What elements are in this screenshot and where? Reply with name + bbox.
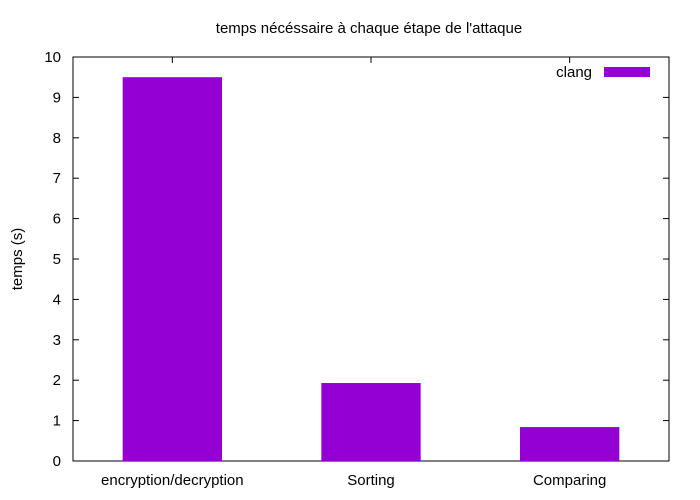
y-tick-label: 10 xyxy=(44,49,61,66)
x-tick-label: Comparing xyxy=(533,472,606,489)
x-axis-ticks: encryption/decryption Sorting Comparing xyxy=(101,57,606,489)
y-tick-label: 5 xyxy=(53,251,61,268)
bar-sorting xyxy=(321,383,421,461)
legend-swatch-clang xyxy=(604,67,650,77)
y-axis-label: temps (s) xyxy=(9,228,26,291)
x-tick-label: encryption/decryption xyxy=(101,472,244,489)
legend: clang xyxy=(556,64,650,81)
y-tick-label: 9 xyxy=(53,89,61,106)
legend-label-clang: clang xyxy=(556,64,592,81)
bars-group xyxy=(122,77,620,461)
y-tick-label: 8 xyxy=(53,130,61,147)
bar-encryption-decryption xyxy=(122,77,222,461)
y-tick-label: 7 xyxy=(53,170,61,187)
y-tick-label: 0 xyxy=(53,453,61,470)
y-tick-label: 3 xyxy=(53,332,61,349)
bar-comparing xyxy=(520,427,620,461)
y-tick-label: 1 xyxy=(53,413,61,430)
y-tick-label: 2 xyxy=(53,372,61,389)
x-tick-label: Sorting xyxy=(347,472,395,489)
y-tick-label: 6 xyxy=(53,211,61,228)
y-axis-ticks: 0 1 2 3 4 5 6 7 8 9 10 xyxy=(44,49,669,470)
y-tick-label: 4 xyxy=(53,291,61,308)
chart-title: temps nécéssaire à chaque étape de l'att… xyxy=(216,20,522,37)
